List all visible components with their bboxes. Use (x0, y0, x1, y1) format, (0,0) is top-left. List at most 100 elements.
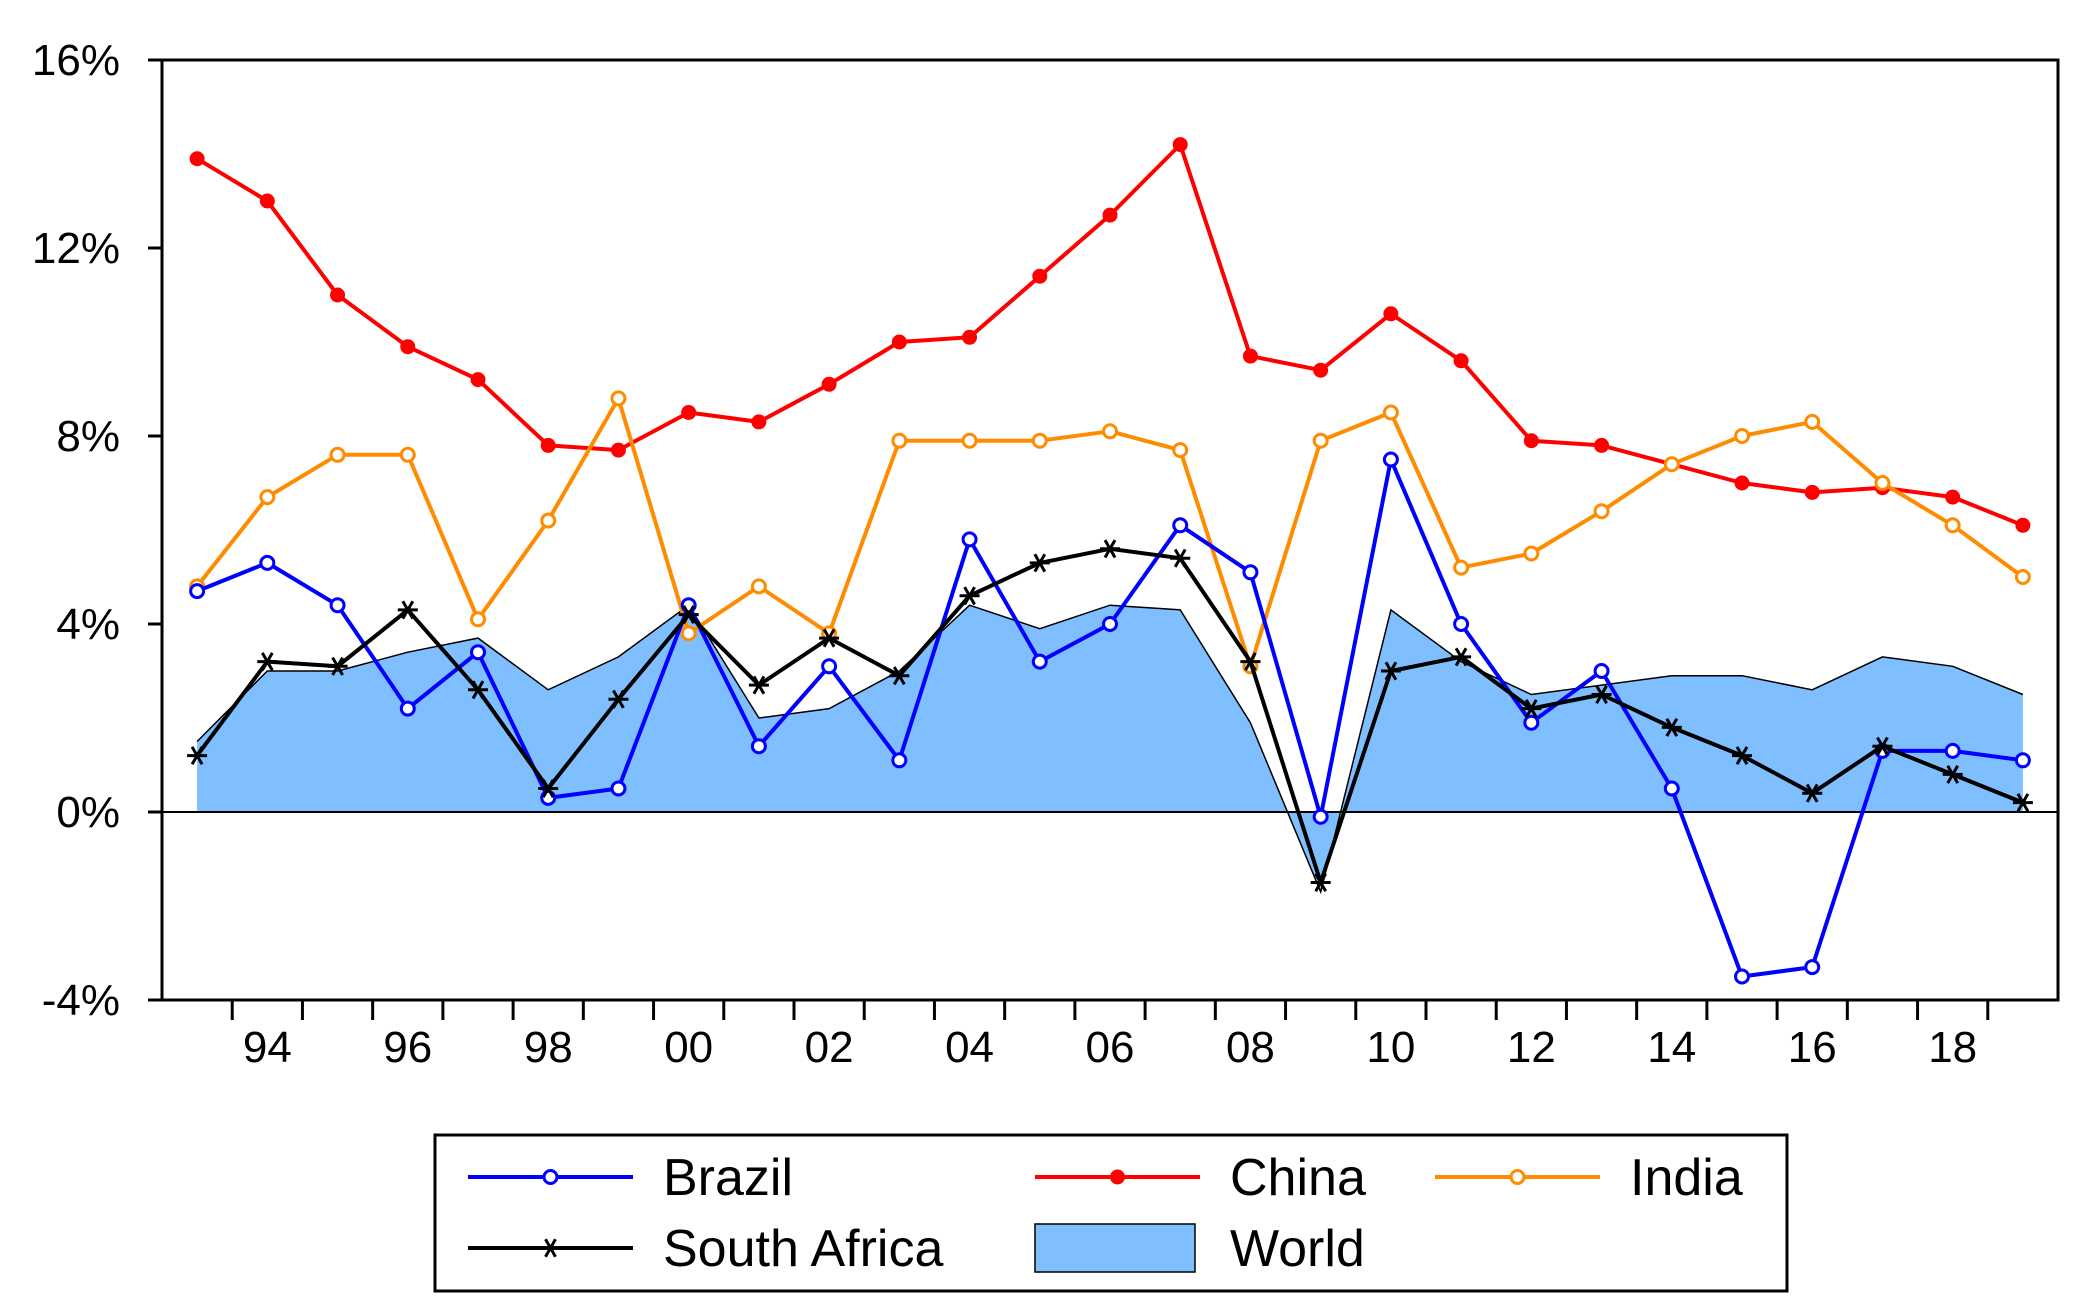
world-area-outline (196, 604, 2024, 895)
india-point (750, 578, 767, 595)
india-point (1102, 423, 1118, 440)
india-legend-label: India (1630, 1149, 1743, 1207)
india-point (1734, 428, 1750, 444)
brazil-point (1944, 742, 1961, 759)
india-point (610, 390, 627, 407)
india-point (891, 432, 908, 449)
brazil-series (189, 451, 2031, 985)
brazil-point (821, 658, 838, 675)
china-point (1172, 137, 1188, 153)
south-africa-point (1310, 873, 1331, 892)
south-africa-point (678, 605, 699, 625)
china-point (1945, 489, 1961, 505)
china-point (891, 334, 907, 350)
x-axis: 94 96 98 00 02 04 06 08 10 12 14 16 18 (230, 1000, 1990, 1072)
china-line (196, 142, 2024, 528)
brazil-point (1453, 616, 1470, 632)
south-africa-point (1380, 661, 1401, 681)
china-point (1804, 484, 1820, 500)
china-point (1734, 475, 1750, 491)
south-africa-point (889, 666, 910, 686)
brazil-point (1312, 808, 1329, 825)
china-point (540, 437, 556, 453)
brazil-point (1382, 451, 1399, 468)
x-tick-label: 06 (1086, 1023, 1135, 1072)
india-point (1663, 456, 1680, 473)
y-tick-label: 0% (56, 788, 120, 837)
y-tick-label: 12% (32, 224, 120, 273)
china-point (1313, 362, 1329, 378)
x-tick-label: 98 (524, 1023, 573, 1072)
china-point (751, 414, 767, 430)
china-point (470, 372, 486, 388)
y-tick-label: 16% (32, 36, 120, 85)
china-point (1594, 437, 1610, 453)
south-africa-point (1872, 736, 1893, 756)
india-point (1172, 442, 1189, 459)
brazil-point (610, 780, 627, 797)
brazil-point (259, 554, 276, 571)
south-africa-point (1451, 647, 1472, 667)
china-legend-label: China (1230, 1149, 1366, 1207)
x-tick-label: 08 (1226, 1023, 1275, 1072)
china-point (259, 193, 275, 209)
brazil-point (540, 789, 557, 806)
india-point (680, 625, 697, 642)
brazil-point (399, 700, 416, 717)
south-africa-point (1942, 764, 1963, 784)
india-point (1453, 559, 1470, 576)
china-point (1453, 353, 1469, 369)
y-axis: -4% 0% 4% 8% 12% 16% (32, 36, 162, 1025)
south-africa-point (538, 779, 559, 798)
south-africa-point (608, 689, 629, 709)
china-point (1032, 268, 1048, 284)
south-africa-point (1521, 699, 1542, 719)
brazil-point (1663, 780, 1680, 797)
india-point (399, 446, 416, 463)
india-point (329, 446, 346, 463)
china-point (189, 151, 205, 167)
x-tick-label: 18 (1928, 1023, 1977, 1072)
y-tick-label: -4% (42, 976, 120, 1025)
south-africa-point (2012, 793, 2033, 813)
brazil-legend-label: Brazil (663, 1149, 793, 1207)
legend: Brazil China India South Africa World (433, 1133, 1789, 1293)
china-point (2015, 517, 2031, 533)
china-point (1523, 433, 1539, 449)
world-legend-label: World (1230, 1220, 1365, 1278)
x-tick-label: 12 (1507, 1023, 1556, 1072)
x-tick-label: 10 (1366, 1023, 1415, 1072)
x-tick-label: 94 (243, 1023, 292, 1072)
brazil-point (470, 644, 486, 661)
brazil-point (1102, 616, 1118, 632)
brazil-point (1804, 959, 1821, 976)
x-tick-label: 02 (805, 1023, 854, 1072)
brazil-legend-marker (542, 1169, 559, 1185)
brazil-point (189, 583, 206, 600)
south-africa-point (1100, 539, 1120, 559)
india-point (1031, 432, 1048, 449)
india-legend-marker (1509, 1169, 1526, 1185)
brazil-point (1734, 968, 1750, 985)
china-point (610, 442, 626, 458)
plot-frame (160, 58, 2060, 1002)
china-point (400, 339, 416, 355)
south-africa-point (1240, 652, 1261, 672)
x-tick-label: 00 (664, 1023, 713, 1072)
india-point (1382, 404, 1399, 421)
south-africa-series (187, 539, 2033, 892)
china-series (189, 137, 2031, 533)
china-point (330, 287, 346, 303)
brazil-point (329, 597, 346, 614)
south-africa-point (1732, 746, 1752, 766)
x-tick-label: 16 (1788, 1023, 1837, 1072)
china-legend-marker (1110, 1169, 1125, 1185)
india-point (259, 489, 276, 506)
world-area (197, 605, 2023, 892)
india-point (2014, 569, 2031, 585)
x-tick-label: 04 (945, 1023, 994, 1072)
china-point (681, 405, 697, 420)
south-africa-point (327, 656, 348, 676)
india-point (961, 432, 978, 449)
